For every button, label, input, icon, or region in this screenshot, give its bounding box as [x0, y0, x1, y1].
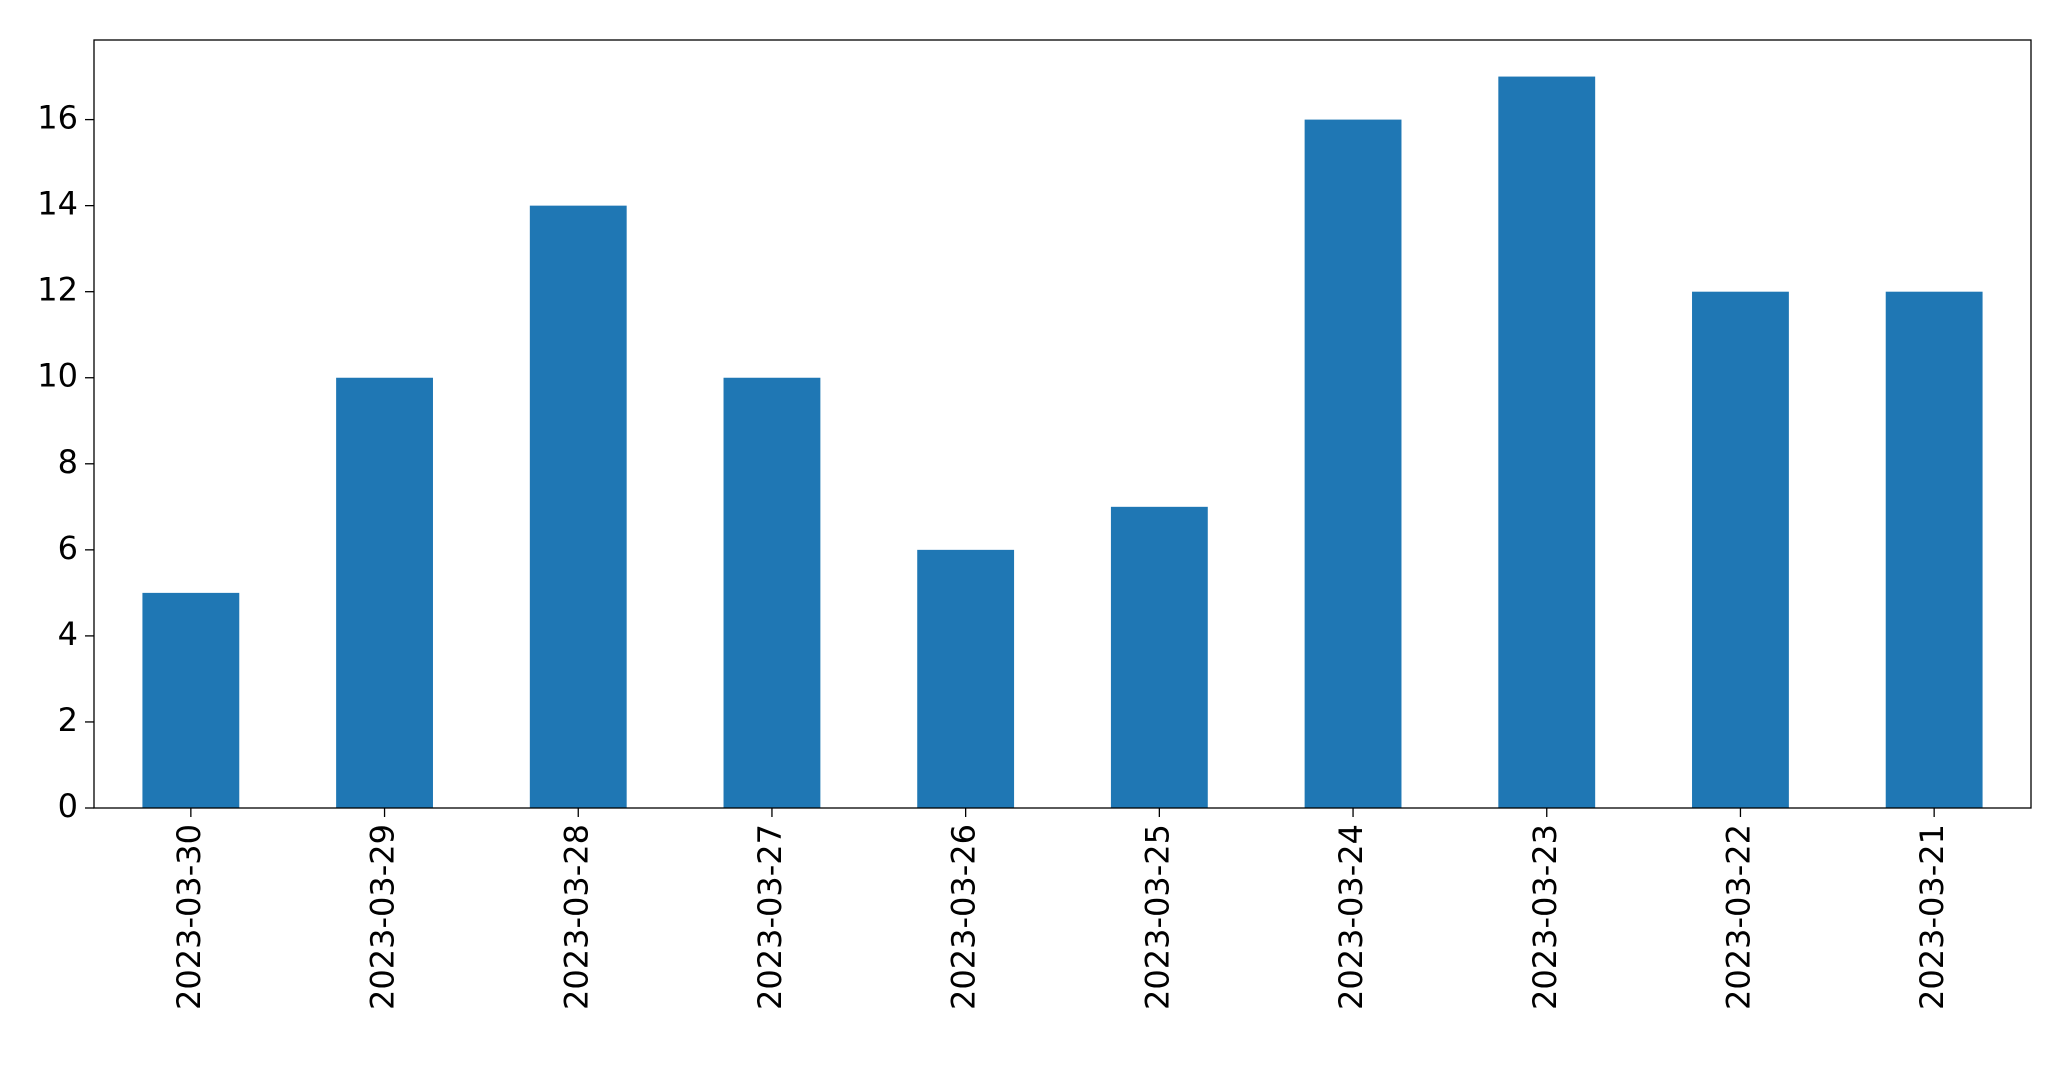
bar — [917, 549, 1015, 808]
x-tick-label: 2023-03-27 — [751, 824, 789, 1010]
y-tick-label: 14 — [37, 185, 78, 223]
bar — [336, 377, 433, 808]
x-tick-label: 2023-03-23 — [1526, 824, 1564, 1010]
x-tick-label: 2023-03-22 — [1719, 824, 1757, 1010]
bar — [1304, 119, 1402, 809]
x-tick-label: 2023-03-29 — [364, 824, 402, 1010]
bar — [1692, 291, 1789, 808]
x-tick-label: 2023-03-24 — [1332, 824, 1370, 1010]
y-tick-label: 4 — [58, 615, 78, 653]
y-tick-label: 10 — [37, 357, 78, 395]
y-tick-label: 6 — [58, 529, 78, 567]
bar — [529, 205, 627, 808]
y-tick-label: 2 — [58, 701, 78, 739]
y-tick-label: 0 — [58, 787, 78, 825]
bar — [142, 592, 240, 808]
x-tick-label: 2023-03-21 — [1913, 824, 1951, 1010]
y-tick-label: 16 — [37, 99, 78, 137]
bar — [723, 377, 821, 808]
bar — [1498, 76, 1596, 809]
x-tick-label: 2023-03-30 — [170, 824, 208, 1010]
x-tick-label: 2023-03-28 — [557, 824, 595, 1010]
y-tick-label: 12 — [37, 271, 78, 309]
x-tick-label: 2023-03-26 — [945, 824, 983, 1010]
y-tick-label: 8 — [58, 443, 78, 481]
x-tick-label: 2023-03-25 — [1138, 824, 1176, 1010]
plot-frame — [93, 39, 2032, 809]
bar — [1110, 506, 1208, 808]
bar — [1885, 291, 1983, 808]
